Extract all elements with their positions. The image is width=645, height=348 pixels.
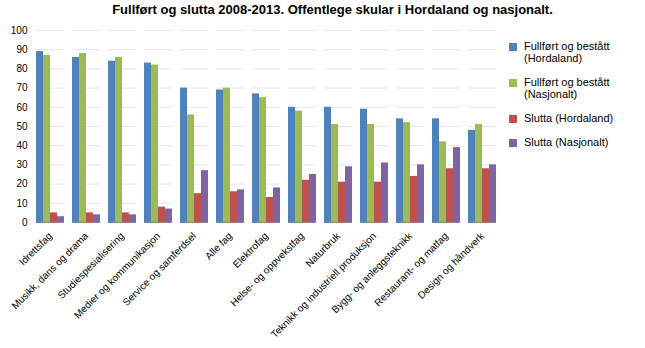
svg-text:Studiespesialisering: Studiespesialisering — [55, 230, 126, 301]
svg-text:Musikk, dans og drama: Musikk, dans og drama — [9, 230, 91, 312]
html-text:Fullført og bestått (Nasjonalt: Fullført og bestått (Nasjonalt) — [524, 76, 610, 100]
svg-text:40: 40 — [16, 140, 28, 151]
svg-text:0: 0 — [22, 217, 28, 228]
svg-text:60: 60 — [16, 102, 28, 113]
svg-text:10: 10 — [16, 198, 28, 209]
svg-text:Idrettsfag: Idrettsfag — [17, 230, 54, 267]
svg-text:90: 90 — [16, 44, 28, 55]
svg-text:30: 30 — [16, 159, 28, 170]
svg-text:20: 20 — [16, 178, 28, 189]
html-text:Slutta (Hordaland): Slutta (Hordaland) — [524, 112, 614, 124]
svg-text:Service og samferdsel: Service og samferdsel — [120, 230, 198, 308]
svg-text:Restaurant- og matfag: Restaurant- og matfag — [372, 230, 451, 309]
html-text:Fullført og slutta 2008-2013.: Fullført og slutta 2008-2013. Offentlege… — [112, 2, 553, 17]
svg-text:Alle fag: Alle fag — [203, 230, 234, 261]
svg-text:Bygg- og anleggsteknikk: Bygg- og anleggsteknikk — [329, 230, 415, 316]
svg-text:Medier og kommunikasjon: Medier og kommunikasjon — [71, 230, 163, 321]
svg-text:Helse- og oppvekstfag: Helse- og oppvekstfag — [228, 230, 306, 308]
svg-text:Design og håndverk: Design og håndverk — [415, 230, 486, 301]
html-text:Fullført og bestått (Hordaland: Fullført og bestått (Hordaland) — [524, 40, 610, 64]
svg-text:50: 50 — [16, 121, 28, 132]
svg-text:Teknikk og industriell produks: Teknikk og industriell produksjon — [268, 230, 379, 340]
html-text:Slutta (Nasjonalt): Slutta (Nasjonalt) — [524, 136, 609, 148]
svg-text:80: 80 — [16, 63, 28, 74]
svg-text:Naturbruk: Naturbruk — [303, 230, 343, 270]
svg-text:70: 70 — [16, 82, 28, 93]
svg-text:Elektrofag: Elektrofag — [230, 230, 271, 270]
svg-text:100: 100 — [11, 25, 28, 36]
